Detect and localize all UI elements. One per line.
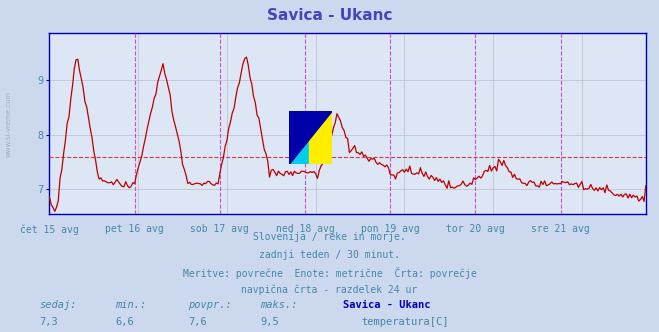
Text: navpična črta - razdelek 24 ur: navpična črta - razdelek 24 ur bbox=[241, 284, 418, 295]
Text: 7,6: 7,6 bbox=[188, 317, 206, 327]
Text: sob 17 avg: sob 17 avg bbox=[190, 224, 249, 234]
Text: 7,3: 7,3 bbox=[40, 317, 58, 327]
Text: ned 18 avg: ned 18 avg bbox=[275, 224, 334, 234]
Text: zadnji teden / 30 minut.: zadnji teden / 30 minut. bbox=[259, 250, 400, 260]
Text: pet 16 avg: pet 16 avg bbox=[105, 224, 164, 234]
Text: Savica - Ukanc: Savica - Ukanc bbox=[267, 8, 392, 23]
Text: Slovenija / reke in morje.: Slovenija / reke in morje. bbox=[253, 232, 406, 242]
Text: Meritve: povrečne  Enote: metrične  Črta: povrečje: Meritve: povrečne Enote: metrične Črta: … bbox=[183, 267, 476, 279]
Text: Savica - Ukanc: Savica - Ukanc bbox=[343, 300, 430, 310]
Polygon shape bbox=[308, 111, 332, 164]
Text: 6,6: 6,6 bbox=[115, 317, 134, 327]
Text: temperatura[C]: temperatura[C] bbox=[361, 317, 449, 327]
Polygon shape bbox=[289, 111, 332, 164]
Text: 9,5: 9,5 bbox=[260, 317, 279, 327]
Text: sedaj:: sedaj: bbox=[40, 300, 77, 310]
Text: maks.:: maks.: bbox=[260, 300, 298, 310]
Text: min.:: min.: bbox=[115, 300, 146, 310]
Polygon shape bbox=[289, 111, 313, 164]
Text: povpr.:: povpr.: bbox=[188, 300, 231, 310]
Text: sre 21 avg: sre 21 avg bbox=[531, 224, 590, 234]
Text: www.si-vreme.com: www.si-vreme.com bbox=[5, 91, 12, 157]
Text: čet 15 avg: čet 15 avg bbox=[20, 224, 79, 235]
Text: tor 20 avg: tor 20 avg bbox=[446, 224, 505, 234]
Text: pon 19 avg: pon 19 avg bbox=[361, 224, 420, 234]
